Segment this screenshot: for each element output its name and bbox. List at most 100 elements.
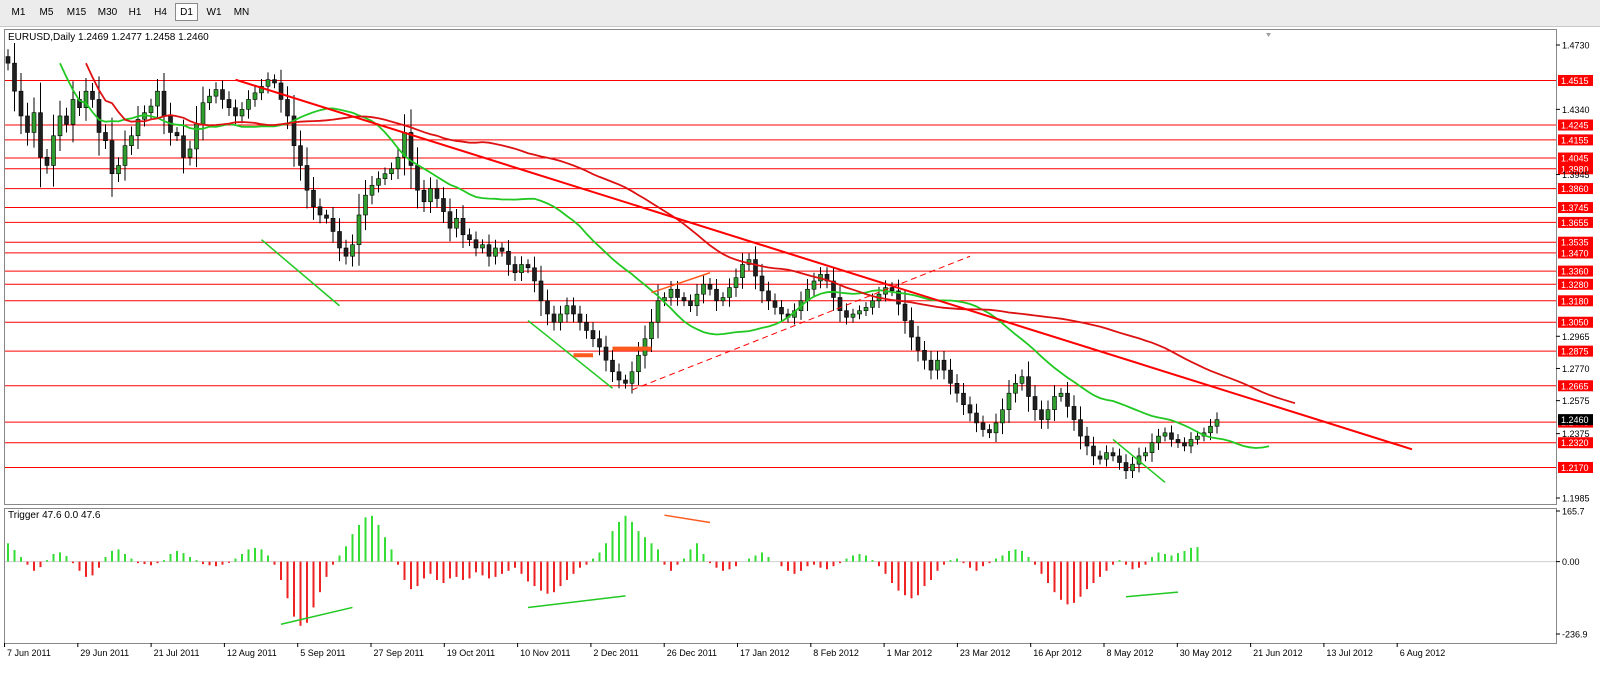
level-label-bg [1558,236,1593,248]
candle-bull [200,102,206,125]
tf-button-h4[interactable]: H4 [149,3,172,21]
time-tick-label: 26 Dec 2011 [667,648,717,658]
level-label: 1.3980 [1561,164,1589,174]
candle-bear [902,303,908,321]
candle-bear [1175,439,1181,444]
candle-bear [486,244,492,257]
candle-bull [382,173,388,179]
time-tick-label: 7 Jun 2011 [7,648,51,658]
level-label: 1.3050 [1561,318,1589,328]
candle-bear [1091,445,1096,457]
time-tick-label: 12 Aug 2011 [227,648,277,658]
candle-bear [408,132,414,166]
time-axis: 7 Jun 2011 29 Jun 2011 21 Jul 2011 12 Aug 2… [4,643,1446,658]
candle-bull [740,264,745,278]
ind-tick-label: -236.9 [1562,630,1588,640]
candle-bear [44,156,50,166]
tf-button-h1[interactable]: H1 [124,3,146,21]
candle-bear [597,338,602,348]
candle-bull [1156,435,1161,444]
candle-bear [1084,435,1090,447]
level-label: 1.4515 [1561,76,1589,86]
candle-bear [987,429,992,434]
candle-bear [467,234,472,241]
candle-bear [25,115,30,133]
candle-bear [64,115,69,125]
candle-bull [629,371,635,384]
candle-bear [1110,452,1116,457]
time-tick-label: 21 Jun 2012 [1253,648,1303,658]
level-label-bg [1558,247,1593,259]
candle-bull [239,109,245,117]
level-label-bg [1558,278,1593,290]
candle-bull [649,321,654,340]
level-label-bg [1558,265,1593,277]
level-label-bg [1558,437,1593,449]
price-tick-label: 1.2375 [1562,429,1590,439]
level-label-bg [1558,216,1593,228]
candle-bear [324,214,329,219]
level-label: 1.3535 [1561,238,1589,248]
candle-bear [304,165,310,191]
candle-bear [616,371,622,381]
candle-bull [1188,439,1194,447]
divergence-green-1 [261,239,340,307]
candle-bear [525,264,531,269]
tf-button-mn[interactable]: MN [229,3,254,21]
candle-bear [623,379,628,384]
candle-bear [499,247,505,252]
level-label: 1.3280 [1561,280,1589,290]
time-tick-label: 6 Aug 2012 [1400,648,1446,658]
candle-bear [714,288,719,302]
candle-bull [252,92,258,100]
level-label-bg [1558,74,1593,86]
tf-button-m1[interactable]: M1 [6,3,31,21]
candle-bear [1032,396,1038,411]
level-label-bg [1558,134,1593,146]
timeframe-toolbar: M1 M5 M15 M30 H1 H4 D1 W1 MN [0,0,1600,27]
candle-bear [1123,462,1129,472]
candle-bear [272,79,277,84]
trend-lines [59,62,1413,483]
ind-divergence-green-3 [1125,591,1179,598]
tf-button-m30[interactable]: M30 [93,3,122,21]
candle-bull [493,247,498,257]
candle-bear [233,107,238,117]
candle-bear [974,412,979,424]
price-tick-label: 1.4340 [1562,105,1590,115]
price-tick-label: 1.4730 [1562,41,1590,51]
candle-bull [148,105,154,113]
candle-bull [558,313,563,323]
divergence-green-3 [1112,438,1166,483]
candle-bull [935,359,940,371]
current-price-label: 1.2460 [1561,415,1589,425]
candle-bull [246,99,251,110]
shift-marker-icon[interactable] [1266,33,1271,37]
candle-bear [707,283,713,290]
level-label: 1.4045 [1561,154,1589,164]
candle-bull [1130,463,1135,472]
level-label-bg [1558,183,1593,195]
tf-button-m15[interactable]: M15 [62,3,91,21]
candle-bear [896,290,901,305]
candle-bear [161,90,167,117]
tf-button-d1[interactable]: D1 [175,3,198,21]
candle-bear [948,369,953,384]
slow-ma-line [85,62,1296,405]
ind-tick-label: 0.00 [1562,557,1580,567]
candle-bear [922,350,927,361]
candle-bull [363,194,368,216]
tf-button-w1[interactable]: W1 [202,3,226,21]
candle-bear [545,300,550,315]
candle-bull [1104,452,1109,460]
candle-bear [766,290,771,302]
main-header-label: EURUSD,Daily 1.2469 1.2477 1.2458 1.2460 [8,32,209,43]
down-trendline [235,78,1413,451]
candle-bear [590,330,596,340]
candle-bear [889,287,895,292]
candle-bear [610,359,615,373]
candle-bull [454,217,459,229]
tf-button-m5[interactable]: M5 [34,3,59,21]
candle-bear [584,321,589,331]
